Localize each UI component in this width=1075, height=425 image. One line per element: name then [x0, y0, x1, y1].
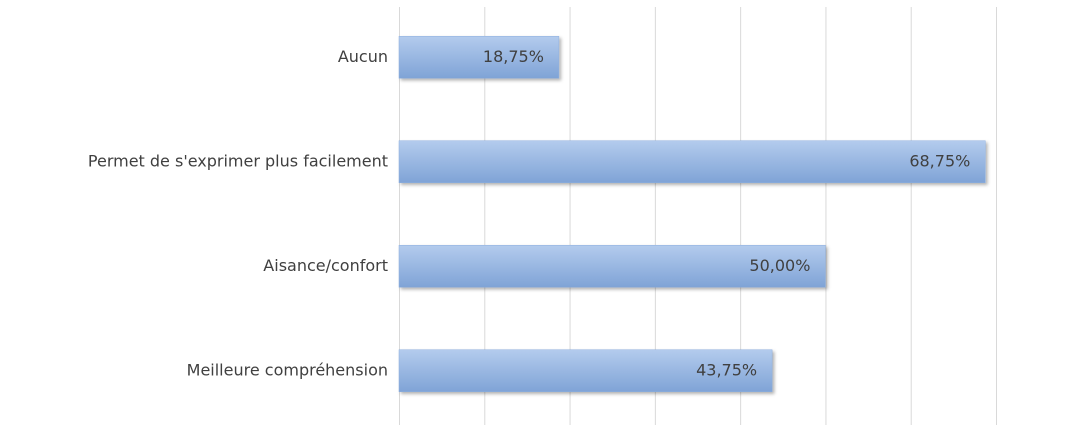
bar [398, 36, 560, 79]
y-tick-label: Aucun [338, 47, 388, 66]
bar [398, 140, 986, 183]
data-label: 50,00% [749, 256, 810, 275]
data-label: 18,75% [483, 47, 544, 66]
y-tick-label: Meilleure compréhension [187, 360, 388, 379]
y-tick-label: Permet de s'exprimer plus facilement [88, 151, 388, 170]
bar [398, 349, 773, 392]
y-tick-label: Aisance/confort [263, 256, 388, 275]
data-label: 68,75% [909, 151, 970, 170]
data-label: 43,75% [696, 360, 757, 379]
bar [398, 245, 826, 288]
